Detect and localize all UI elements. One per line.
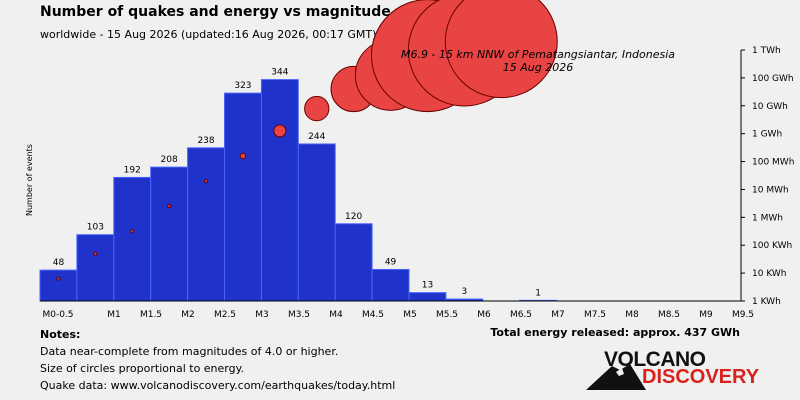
energy-tick-label-4: 10 MWh [752, 185, 789, 195]
x-tick-label-11: M6 [477, 310, 491, 320]
x-tick-label-6: M3.5 [288, 310, 310, 320]
energy-circle-2 [130, 229, 135, 234]
energy-circle-12 [444, 0, 558, 99]
bar-label-1: 103 [87, 223, 104, 233]
x-tick-label-16: M8.5 [658, 310, 680, 320]
x-tick-label-5: M3 [255, 310, 269, 320]
bar-2 [113, 176, 152, 302]
energy-circle-3 [167, 204, 172, 209]
notes-line-2: Size of circles proportional to energy. [40, 362, 245, 375]
x-tick-label-9: M5 [403, 310, 417, 320]
x-tick-label-4: M2.5 [214, 310, 236, 320]
bars-group [39, 79, 558, 302]
energy-circle-5 [239, 152, 247, 160]
bar-label-10: 13 [422, 281, 433, 291]
bar-1 [76, 234, 115, 302]
x-tick-label-18: M9.5 [732, 310, 754, 320]
bar-label-0: 48 [53, 258, 65, 268]
bar-label-2: 192 [124, 165, 141, 175]
x-tick-label-14: M7.5 [584, 310, 606, 320]
bar-label-6: 344 [271, 68, 288, 78]
bar-9 [371, 268, 410, 302]
energy-tick-label-0: 1 KWh [752, 297, 781, 307]
notes-section: Notes: Data near-complete from magnitude… [40, 326, 395, 394]
bar-label-11: 3 [461, 287, 467, 297]
y-axis-label: Number of events [25, 144, 34, 216]
x-tick-label-12: M6.5 [510, 310, 532, 320]
energy-circle-0 [56, 276, 61, 281]
energy-circle-1 [93, 251, 98, 256]
energy-circle-6 [273, 124, 287, 138]
x-tick-label-3: M2 [181, 310, 195, 320]
chart-subtitle: worldwide - 15 Aug 2026 (updated:16 Aug … [40, 28, 377, 41]
x-tick-label-0: M0-0.5 [42, 310, 73, 320]
bar-8 [334, 223, 373, 302]
bar-label-5: 323 [234, 81, 251, 91]
x-tick-label-13: M7 [551, 310, 565, 320]
energy-tick-label-5: 100 MWh [752, 158, 794, 168]
bar-labels-group: 48 103 192 208 238 323 344 244 120 49 13 3 1 [53, 68, 541, 299]
bar-7 [297, 143, 336, 302]
x-tick-label-15: M8 [625, 310, 639, 320]
bar-label-4: 238 [197, 136, 214, 146]
bar-label-8: 120 [345, 212, 362, 222]
total-energy-label: Total energy released: approx. 437 GWh [490, 326, 740, 339]
energy-tick-label-1: 10 KWh [752, 269, 787, 279]
bar-0 [39, 269, 78, 302]
bar-5 [224, 92, 262, 302]
energy-tick-label-6: 1 GWh [752, 130, 782, 140]
energy-circle-4 [204, 179, 209, 184]
axes-group: M0-0.5 M1 M1.5 M2 M2.5 M3 M3.5 M4 M4.5 M5 M5.5 M6 M6… [40, 46, 794, 320]
logo-line1: VOLCANO [604, 348, 706, 371]
chart-title: Number of quakes and energy vs magnitude [40, 4, 391, 20]
x-tick-label-7: M4 [329, 310, 343, 320]
energy-tick-label-3: 1 MWh [752, 213, 783, 223]
x-tick-label-8: M4.5 [362, 310, 384, 320]
x-tick-label-10: M5.5 [436, 310, 458, 320]
bar-label-9: 49 [385, 257, 397, 267]
energy-circle-7 [304, 95, 330, 122]
logo-line2: DISCOVERY [642, 366, 760, 388]
volcano-icon [586, 364, 646, 390]
bar-label-3: 208 [161, 155, 178, 165]
notes-line-3[interactable]: Quake data: www.volcanodiscovery.com/ear… [40, 379, 396, 392]
x-tick-label-2: M1.5 [140, 310, 162, 320]
notes-heading: Notes: [40, 328, 81, 341]
annotation-group: M6.9 - 15 km NNW of Pematangsiantar, Ind… [401, 48, 675, 74]
energy-tick-label-9: 1 TWh [752, 46, 781, 56]
energy-tick-label-8: 100 GWh [752, 74, 794, 84]
energy-tick-label-7: 10 GWh [752, 102, 788, 112]
bar-label-7: 244 [308, 132, 325, 142]
bar-3 [150, 166, 189, 302]
volcano-discovery-logo[interactable]: VOLCANO DISCOVERY [586, 348, 766, 392]
notes-line-1: Data near-complete from magnitudes of 4.… [40, 345, 339, 358]
energy-tick-label-2: 100 KWh [752, 241, 792, 251]
largest-quake-label: M6.9 - 15 km NNW of Pematangsiantar, Ind… [401, 48, 675, 61]
bar-4 [187, 147, 226, 302]
bar-10 [408, 292, 447, 302]
x-tick-label-17: M9 [699, 310, 713, 320]
x-tick-label-1: M1 [107, 310, 121, 320]
bar-6 [260, 79, 299, 302]
energy-circles-group [56, 0, 558, 281]
largest-quake-date: 15 Aug 2026 [503, 61, 573, 74]
bar-label-13: 1 [535, 288, 541, 298]
